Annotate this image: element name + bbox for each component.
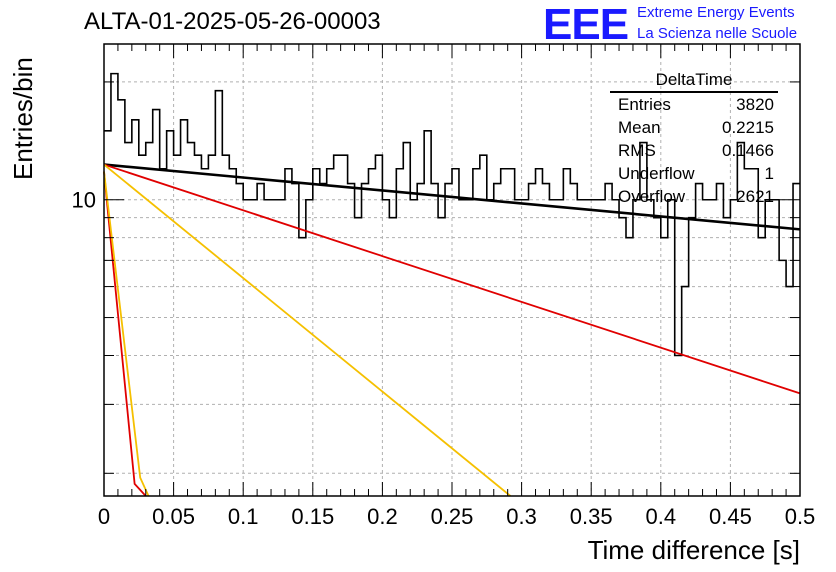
stats-box: DeltaTime Entries 3820 Mean 0.2215 RMS 0…	[610, 70, 778, 208]
stats-key: Entries	[618, 95, 671, 114]
stats-title: DeltaTime	[610, 70, 778, 93]
stats-row-underflow: Underflow 1	[610, 162, 778, 185]
series-line-4	[103, 171, 150, 497]
x-axis-label: Time difference [s]	[587, 535, 800, 565]
stats-key: Overflow	[618, 187, 686, 206]
x-tick-label: 0.3	[506, 504, 537, 529]
x-tick-label: 0.4	[646, 504, 677, 529]
x-tick-label: 0.5	[785, 504, 816, 529]
stats-row-mean: Mean 0.2215	[610, 116, 778, 139]
stats-key: Underflow	[618, 164, 695, 183]
x-tick-label: 0.45	[709, 504, 752, 529]
chart-title: ALTA-01-2025-05-26-00003	[84, 8, 381, 35]
x-tick-label: 0.15	[291, 504, 334, 529]
x-tick-label: 0.35	[570, 504, 613, 529]
stats-value: 1	[764, 164, 774, 183]
histogram-step	[104, 72, 800, 357]
eee-logo-mark: EEE	[543, 0, 629, 49]
stats-value: 0.1466	[722, 141, 774, 160]
x-tick-label: 0.2	[367, 504, 398, 529]
eee-logo-line-1: Extreme Energy Events	[637, 4, 795, 21]
x-tick-label: 0.1	[228, 504, 259, 529]
stats-value: 3820	[736, 95, 774, 114]
stats-row-entries: Entries 3820	[610, 93, 778, 116]
y-axis-label: Entries/bin	[8, 57, 38, 180]
stats-value: 2621	[736, 187, 774, 206]
series-line-1	[103, 163, 801, 395]
eee-logo-line-2: La Scienza nelle Scuole	[637, 25, 798, 42]
series-line-0	[103, 163, 801, 231]
stats-value: 0.2215	[722, 118, 774, 137]
y-tick-label: 10	[72, 188, 96, 213]
x-tick-label: 0.25	[431, 504, 474, 529]
series-line-3	[103, 171, 147, 497]
stats-key: RMS	[618, 141, 656, 160]
stats-key: Mean	[618, 118, 661, 137]
stats-row-overflow: Overflow 2621	[610, 185, 778, 208]
stats-row-rms: RMS 0.1466	[610, 139, 778, 162]
x-tick-label: 0.05	[152, 504, 195, 529]
x-tick-label: 0	[98, 504, 110, 529]
series-line-2	[103, 163, 512, 497]
